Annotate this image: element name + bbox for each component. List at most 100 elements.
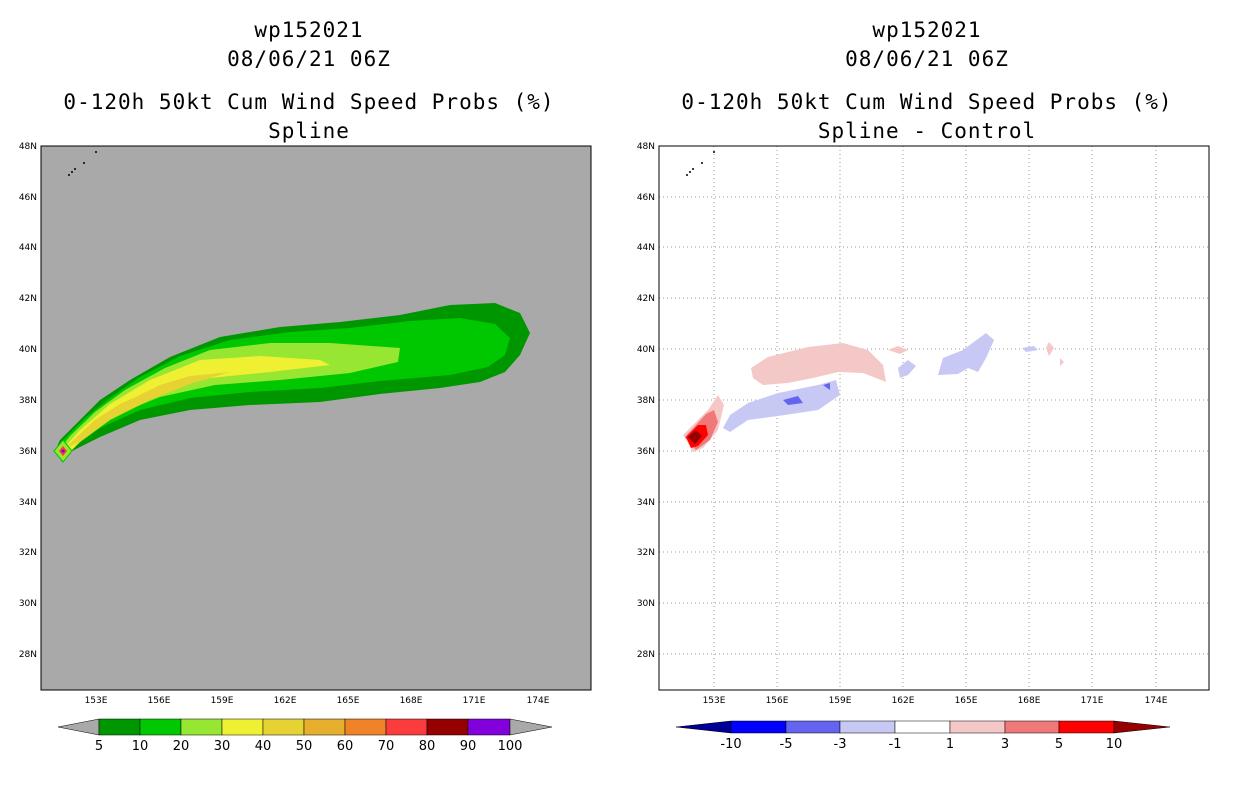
colorbar-swatch [467,718,511,736]
colorbar-label: 10 [132,739,149,754]
lat-label: 38N [637,396,655,406]
lon-label: 156E [148,696,171,706]
colorbar-over-arrow [509,718,553,736]
lat-label: 28N [637,650,655,660]
prob-contour-40 [65,372,230,448]
colorbar-label: 40 [255,739,272,754]
lon-label: 159E [211,696,234,706]
lon-label: 165E [955,696,978,706]
colorbar-swatch [262,718,305,736]
storm-id: wp152021 [872,18,982,42]
diff-negative-1 [898,360,916,378]
colorbar-label: 3 [1001,737,1009,752]
colorbar-label: -1 [889,737,902,752]
lon-label: 156E [766,696,789,706]
lat-label: 30N [637,599,655,609]
lon-label: 171E [463,696,486,706]
lat-label: 34N [637,498,655,508]
colorbar-label: 5 [95,739,103,754]
colorbar-swatch [385,718,428,736]
lat-label: 38N [19,396,37,406]
diff-negative-3 [783,396,803,405]
spline-map: 48N 46N 44N 42N 40N 38N 36N 34N 32N 30N … [19,142,592,754]
storm-id: wp152021 [254,18,364,42]
lat-label: 28N [19,650,37,660]
diff-positive-1 [888,346,908,354]
colorbar-label: 90 [460,739,477,754]
origin-center [61,449,65,453]
diff-negative-1 [938,333,994,375]
lat-label: 32N [19,548,37,558]
lat-label: 36N [19,447,37,457]
colorbar-swatch [426,718,469,736]
lat-axis: 48N 46N 44N 42N 40N 38N 36N 34N 32N 30N … [637,142,655,660]
lon-label: 174E [527,696,550,706]
lat-label: 44N [19,243,37,253]
panel-subtitle: Spline - Control [817,119,1037,143]
lon-label: 159E [829,696,852,706]
colorbar-swatch [180,718,223,736]
colorbar-label: 100 [498,739,523,754]
forecast-time: 08/06/21 06Z [227,47,391,71]
diff-positive-1 [751,343,886,385]
colorbar-over-arrow [1113,720,1171,734]
difference-panel: wp152021 08/06/21 06Z 0-120h 50kt Cum Wi… [618,0,1236,800]
diff-positive-1 [1046,342,1054,356]
lat-label: 34N [19,498,37,508]
colorbar-label: 70 [378,739,395,754]
lat-label: 32N [637,548,655,558]
panel-subtitle: Spline [268,119,350,143]
lon-axis: 153E 156E 159E 162E 165E 168E 171E 174E [85,696,550,706]
colorbar-label: 80 [419,739,436,754]
colorbar-swatch [785,720,841,734]
colorbar-under-arrow [57,718,100,736]
colorbar-swatch [98,718,141,736]
colorbar-swatch [221,718,264,736]
difference-map: 48N 46N 44N 42N 40N 38N 36N 34N 32N 30N … [637,142,1210,752]
colorbar-under-arrow [675,720,732,734]
forecast-time: 08/06/21 06Z [845,47,1009,71]
lat-label: 40N [19,345,37,355]
prob-contour-30 [62,356,330,452]
prob-contour-20 [58,343,400,452]
island-markers [68,151,97,176]
colorbar-swatch [303,718,346,736]
map-frame [40,145,592,691]
lon-label: 168E [400,696,423,706]
island-markers [686,151,715,176]
colorbar-swatch [139,718,182,736]
lat-label: 40N [637,345,655,355]
lon-label: 174E [1145,696,1168,706]
lat-label: 46N [637,193,655,203]
colorbar-label: -3 [834,737,847,752]
spline-colorbar: 5 10 20 30 40 50 60 70 80 90 100 [57,718,553,754]
lat-label: 42N [637,294,655,304]
product-title: 0-120h 50kt Cum Wind Speed Probs (%) [681,90,1173,114]
lon-label: 153E [85,696,108,706]
lat-label: 44N [637,243,655,253]
colorbar-swatch [949,720,1006,734]
difference-colorbar: -10 -5 -3 -1 1 3 5 10 [675,720,1171,752]
colorbar-label: 60 [337,739,354,754]
colorbar-swatch [344,718,387,736]
colorbar-label: 10 [1106,737,1123,752]
colorbar-label: 5 [1055,737,1063,752]
lat-label: 30N [19,599,37,609]
colorbar-swatch [894,720,951,734]
colorbar-swatch [1004,720,1060,734]
lat-label: 48N [19,142,37,152]
colorbar-swatch [730,720,787,734]
colorbar-swatch [1058,720,1115,734]
diff-negative-3 [823,383,830,390]
diff-positive-10 [688,430,702,444]
colorbar-label: -5 [780,737,793,752]
lon-label: 171E [1081,696,1104,706]
lon-label: 162E [274,696,297,706]
lat-label: 36N [637,447,655,457]
lon-label: 168E [1018,696,1041,706]
lon-label: 165E [337,696,360,706]
lat-label: 42N [19,294,37,304]
diff-negative-1 [1022,346,1038,352]
colorbar-label: 50 [296,739,313,754]
colorbar-swatch [839,720,896,734]
